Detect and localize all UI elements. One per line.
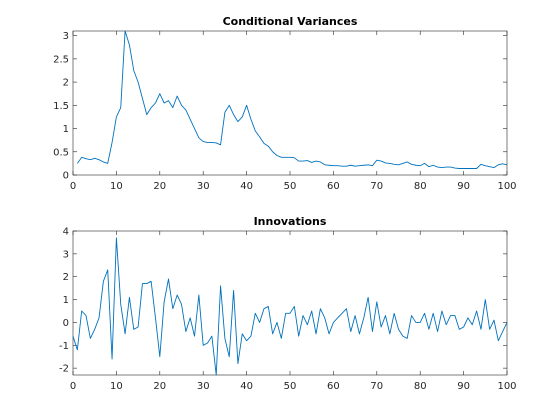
innovations-series xyxy=(72,237,508,376)
innovations-x-tick-label: 10 xyxy=(110,381,123,392)
conditional-variances-y-tick-label: 1 xyxy=(63,124,69,135)
conditional-variances-y-tick-label: 0 xyxy=(63,171,69,182)
innovations-y-tick-label: 4 xyxy=(63,227,69,238)
conditional-variances-x-tick-label: 80 xyxy=(414,181,427,192)
conditional-variances-y-tick-label: 1.5 xyxy=(53,101,69,112)
conditional-variances-x-ticks: 0 10 20 30 40 50 60 70 80 90 100 xyxy=(70,31,517,192)
innovations-y-tick-label: 0 xyxy=(63,318,69,329)
conditional-variances-x-tick-label: 60 xyxy=(327,181,340,192)
conditional-variances-x-tick-label: 0 xyxy=(70,181,76,192)
innovations-y-ticks: -2 -1 0 1 2 3 4 xyxy=(59,227,507,375)
innovations-x-tick-label: 80 xyxy=(414,381,427,392)
innovations-axes-box xyxy=(72,230,508,376)
innovations-x-tick-label: 0 xyxy=(70,381,76,392)
conditional-variances-axes-box xyxy=(72,30,508,176)
innovations-x-tick-label: 60 xyxy=(327,381,340,392)
conditional-variances-panel: Conditional Variances 0 10 20 30 40 50 60 70 80 9… xyxy=(53,15,516,192)
conditional-variances-y-ticks: 0 0.5 1 1.5 2 2.5 3 xyxy=(53,31,507,182)
conditional-variances-y-tick-label: 0.5 xyxy=(53,147,69,158)
innovations-y-tick-label: 2 xyxy=(63,272,69,283)
conditional-variances-line xyxy=(76,30,508,169)
innovations-x-tick-label: 70 xyxy=(370,381,383,392)
innovations-y-tick-label: -2 xyxy=(59,364,69,375)
innovations-y-tick-label: -1 xyxy=(59,341,69,352)
conditional-variances-y-tick-label: 2.5 xyxy=(53,54,69,65)
innovations-x-ticks: 0 10 20 30 40 50 60 70 80 90 100 xyxy=(70,231,517,392)
innovations-x-tick-label: 30 xyxy=(197,381,210,392)
conditional-variances-x-tick-label: 20 xyxy=(153,181,166,192)
conditional-variances-x-tick-label: 70 xyxy=(370,181,383,192)
innovations-x-tick-label: 50 xyxy=(284,381,297,392)
conditional-variances-x-tick-label: 90 xyxy=(457,181,470,192)
innovations-line xyxy=(72,237,508,376)
conditional-variances-x-tick-label: 100 xyxy=(497,181,516,192)
innovations-y-tick-label: 3 xyxy=(63,249,69,260)
conditional-variances-x-tick-label: 40 xyxy=(240,181,253,192)
conditional-variances-y-tick-label: 3 xyxy=(63,31,69,42)
innovations-x-tick-label: 90 xyxy=(457,381,470,392)
conditional-variances-series xyxy=(76,30,508,169)
innovations-panel: Innovations 0 10 20 30 40 50 60 70 80 90 100 -2-10… xyxy=(59,215,517,392)
conditional-variances-x-tick-label: 30 xyxy=(197,181,210,192)
innovations-y-tick-label: 1 xyxy=(63,295,69,306)
conditional-variances-y-tick-label: 2 xyxy=(63,78,69,89)
innovations-x-tick-label: 40 xyxy=(240,381,253,392)
conditional-variances-x-tick-label: 10 xyxy=(110,181,123,192)
conditional-variances-title: Conditional Variances xyxy=(223,15,358,28)
conditional-variances-x-tick-label: 50 xyxy=(284,181,297,192)
innovations-x-tick-label: 100 xyxy=(497,381,516,392)
innovations-title: Innovations xyxy=(254,215,327,228)
innovations-x-tick-label: 20 xyxy=(153,381,166,392)
